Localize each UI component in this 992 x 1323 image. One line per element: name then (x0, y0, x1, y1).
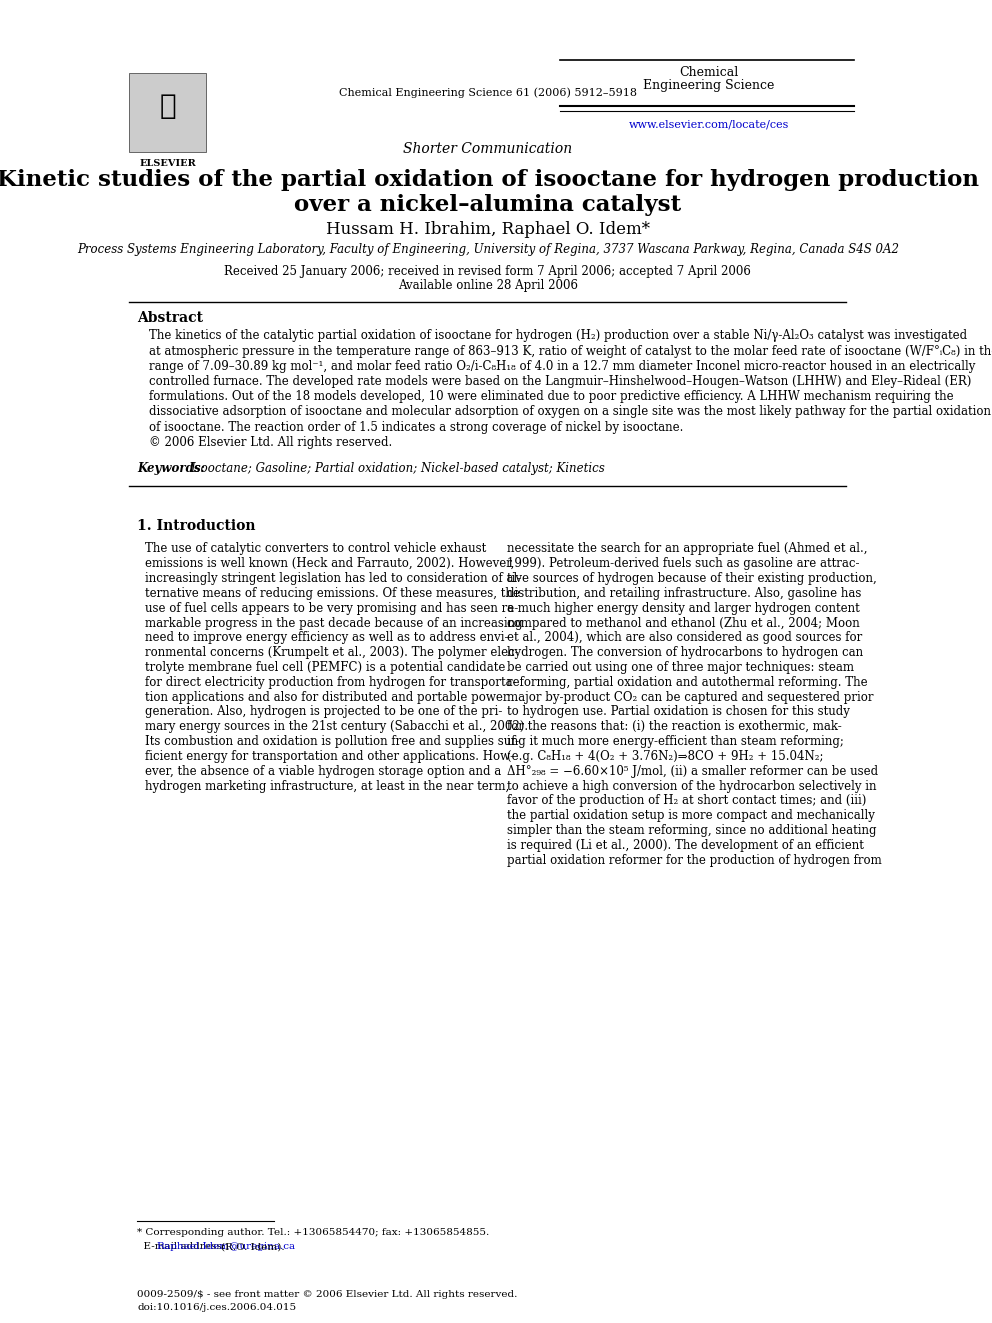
Text: ing it much more energy-efficient than steam reforming;: ing it much more energy-efficient than s… (507, 736, 844, 747)
Text: partial oxidation reformer for the production of hydrogen from: partial oxidation reformer for the produ… (507, 853, 882, 867)
Text: doi:10.1016/j.ces.2006.04.015: doi:10.1016/j.ces.2006.04.015 (137, 1303, 297, 1312)
Text: www.elsevier.com/locate/ces: www.elsevier.com/locate/ces (629, 119, 790, 130)
Text: be carried out using one of three major techniques: steam: be carried out using one of three major … (507, 662, 854, 673)
Text: dissociative adsorption of isooctane and molecular adsorption of oxygen on a sin: dissociative adsorption of isooctane and… (149, 405, 991, 418)
Text: ELSEVIER: ELSEVIER (139, 159, 196, 168)
Text: (e.g. C₈H₁₈ + 4(O₂ + 3.76N₂)⇒8CO + 9H₂ + 15.04N₂;: (e.g. C₈H₁₈ + 4(O₂ + 3.76N₂)⇒8CO + 9H₂ +… (507, 750, 823, 763)
Text: controlled furnace. The developed rate models were based on the Langmuir–Hinshel: controlled furnace. The developed rate m… (149, 374, 971, 388)
Text: Chemical Engineering Science 61 (2006) 5912–5918: Chemical Engineering Science 61 (2006) 5… (339, 87, 637, 98)
Text: major by-product CO₂ can be captured and sequestered prior: major by-product CO₂ can be captured and… (507, 691, 874, 704)
Text: ronmental concerns (Krumpelt et al., 2003). The polymer elec-: ronmental concerns (Krumpelt et al., 200… (145, 646, 519, 659)
Text: Received 25 January 2006; received in revised form 7 April 2006; accepted 7 Apri: Received 25 January 2006; received in re… (224, 265, 751, 278)
Text: use of fuel cells appears to be very promising and has seen re-: use of fuel cells appears to be very pro… (145, 602, 518, 615)
Text: generation. Also, hydrogen is projected to be one of the pri-: generation. Also, hydrogen is projected … (145, 705, 502, 718)
Text: need to improve energy efficiency as well as to address envi-: need to improve energy efficiency as wel… (145, 631, 508, 644)
Text: ever, the absence of a viable hydrogen storage option and a: ever, the absence of a viable hydrogen s… (145, 765, 501, 778)
Text: hydrogen. The conversion of hydrocarbons to hydrogen can: hydrogen. The conversion of hydrocarbons… (507, 646, 863, 659)
Text: Chemical: Chemical (680, 66, 739, 79)
Text: 1. Introduction: 1. Introduction (137, 519, 256, 533)
Text: favor of the production of H₂ at short contact times; and (iii): favor of the production of H₂ at short c… (507, 794, 866, 807)
Text: * Corresponding author. Tel.: +13065854470; fax: +13065854855.: * Corresponding author. Tel.: +130658544… (137, 1228, 489, 1237)
Text: increasingly stringent legislation has led to consideration of al-: increasingly stringent legislation has l… (145, 572, 521, 585)
Text: markable progress in the past decade because of an increasing: markable progress in the past decade bec… (145, 617, 523, 630)
Text: over a nickel–alumina catalyst: over a nickel–alumina catalyst (295, 194, 682, 217)
Text: to hydrogen use. Partial oxidation is chosen for this study: to hydrogen use. Partial oxidation is ch… (507, 705, 850, 718)
Text: 🌐: 🌐 (160, 91, 176, 120)
Text: distribution, and retailing infrastructure. Also, gasoline has: distribution, and retailing infrastructu… (507, 587, 861, 599)
Text: for the reasons that: (i) the reaction is exothermic, mak-: for the reasons that: (i) the reaction i… (507, 720, 842, 733)
Text: compared to methanol and ethanol (Zhu et al., 2004; Moon: compared to methanol and ethanol (Zhu et… (507, 617, 860, 630)
Text: is required (Li et al., 2000). The development of an efficient: is required (Li et al., 2000). The devel… (507, 839, 864, 852)
Text: ΔH°₂₉₈ = −6.60×10⁵ J/mol, (ii) a smaller reformer can be used: ΔH°₂₉₈ = −6.60×10⁵ J/mol, (ii) a smaller… (507, 765, 878, 778)
Text: Abstract: Abstract (137, 311, 203, 325)
Text: © 2006 Elsevier Ltd. All rights reserved.: © 2006 Elsevier Ltd. All rights reserved… (149, 435, 392, 448)
Text: The kinetics of the catalytic partial oxidation of isooctane for hydrogen (H₂) p: The kinetics of the catalytic partial ox… (149, 329, 966, 343)
Text: to achieve a high conversion of the hydrocarbon selectively in: to achieve a high conversion of the hydr… (507, 779, 877, 792)
Text: (R.O. Idem).: (R.O. Idem). (221, 1242, 285, 1252)
Text: Process Systems Engineering Laboratory, Faculty of Engineering, University of Re: Process Systems Engineering Laboratory, … (77, 243, 899, 257)
Text: simpler than the steam reforming, since no additional heating: simpler than the steam reforming, since … (507, 824, 877, 837)
Text: reforming, partial oxidation and autothermal reforming. The: reforming, partial oxidation and autothe… (507, 676, 868, 689)
Text: et al., 2004), which are also considered as good sources for: et al., 2004), which are also considered… (507, 631, 862, 644)
Text: necessitate the search for an appropriate fuel (Ahmed et al.,: necessitate the search for an appropriat… (507, 542, 867, 556)
Text: ternative means of reducing emissions. Of these measures, the: ternative means of reducing emissions. O… (145, 587, 520, 599)
Text: Engineering Science: Engineering Science (644, 79, 775, 93)
Text: Raphael.Idem@uregina.ca: Raphael.Idem@uregina.ca (156, 1242, 296, 1252)
Text: at atmospheric pressure in the temperature range of 863–913 K, ratio of weight o: at atmospheric pressure in the temperatu… (149, 344, 992, 357)
Text: Kinetic studies of the partial oxidation of isooctane for hydrogen production: Kinetic studies of the partial oxidation… (0, 169, 979, 192)
Text: emissions is well known (Heck and Farrauto, 2002). However,: emissions is well known (Heck and Farrau… (145, 557, 514, 570)
Text: ficient energy for transportation and other applications. How-: ficient energy for transportation and ot… (145, 750, 514, 763)
FancyBboxPatch shape (130, 73, 205, 152)
Text: tive sources of hydrogen because of their existing production,: tive sources of hydrogen because of thei… (507, 572, 877, 585)
Text: E-mail address:: E-mail address: (137, 1242, 228, 1252)
Text: a much higher energy density and larger hydrogen content: a much higher energy density and larger … (507, 602, 860, 615)
Text: range of 7.09–30.89 kg mol⁻¹, and molar feed ratio O₂/i-C₈H₁₈ of 4.0 in a 12.7 m: range of 7.09–30.89 kg mol⁻¹, and molar … (149, 360, 975, 373)
Text: for direct electricity production from hydrogen for transporta-: for direct electricity production from h… (145, 676, 517, 689)
Text: trolyte membrane fuel cell (PEMFC) is a potential candidate: trolyte membrane fuel cell (PEMFC) is a … (145, 662, 505, 673)
Text: Isooctane; Gasoline; Partial oxidation; Nickel-based catalyst; Kinetics: Isooctane; Gasoline; Partial oxidation; … (190, 462, 605, 475)
Text: 1999). Petroleum-derived fuels such as gasoline are attrac-: 1999). Petroleum-derived fuels such as g… (507, 557, 859, 570)
Text: Available online 28 April 2006: Available online 28 April 2006 (398, 279, 578, 292)
Text: mary energy sources in the 21st century (Sabacchi et al., 2002).: mary energy sources in the 21st century … (145, 720, 528, 733)
Text: Its combustion and oxidation is pollution free and supplies suf-: Its combustion and oxidation is pollutio… (145, 736, 519, 747)
Text: Shorter Communication: Shorter Communication (404, 142, 572, 156)
Text: the partial oxidation setup is more compact and mechanically: the partial oxidation setup is more comp… (507, 810, 875, 822)
Text: Keywords:: Keywords: (137, 462, 205, 475)
Text: The use of catalytic converters to control vehicle exhaust: The use of catalytic converters to contr… (145, 542, 486, 556)
Text: of isooctane. The reaction order of 1.5 indicates a strong coverage of nickel by: of isooctane. The reaction order of 1.5 … (149, 421, 682, 434)
Text: Hussam H. Ibrahim, Raphael O. Idem*: Hussam H. Ibrahim, Raphael O. Idem* (326, 221, 650, 238)
Text: tion applications and also for distributed and portable power: tion applications and also for distribut… (145, 691, 508, 704)
Text: formulations. Out of the 18 models developed, 10 were eliminated due to poor pre: formulations. Out of the 18 models devel… (149, 390, 953, 404)
Text: hydrogen marketing infrastructure, at least in the near term,: hydrogen marketing infrastructure, at le… (145, 779, 509, 792)
Text: 0009-2509/$ - see front matter © 2006 Elsevier Ltd. All rights reserved.: 0009-2509/$ - see front matter © 2006 El… (137, 1290, 518, 1299)
